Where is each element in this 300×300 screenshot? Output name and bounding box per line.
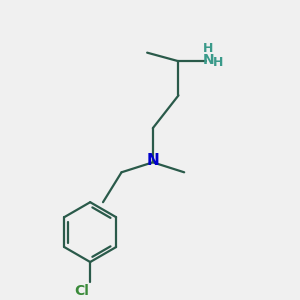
Text: N: N (147, 153, 160, 168)
Text: H: H (203, 42, 214, 55)
Text: Cl: Cl (74, 284, 89, 298)
Text: N: N (202, 53, 214, 67)
Text: H: H (213, 56, 223, 69)
